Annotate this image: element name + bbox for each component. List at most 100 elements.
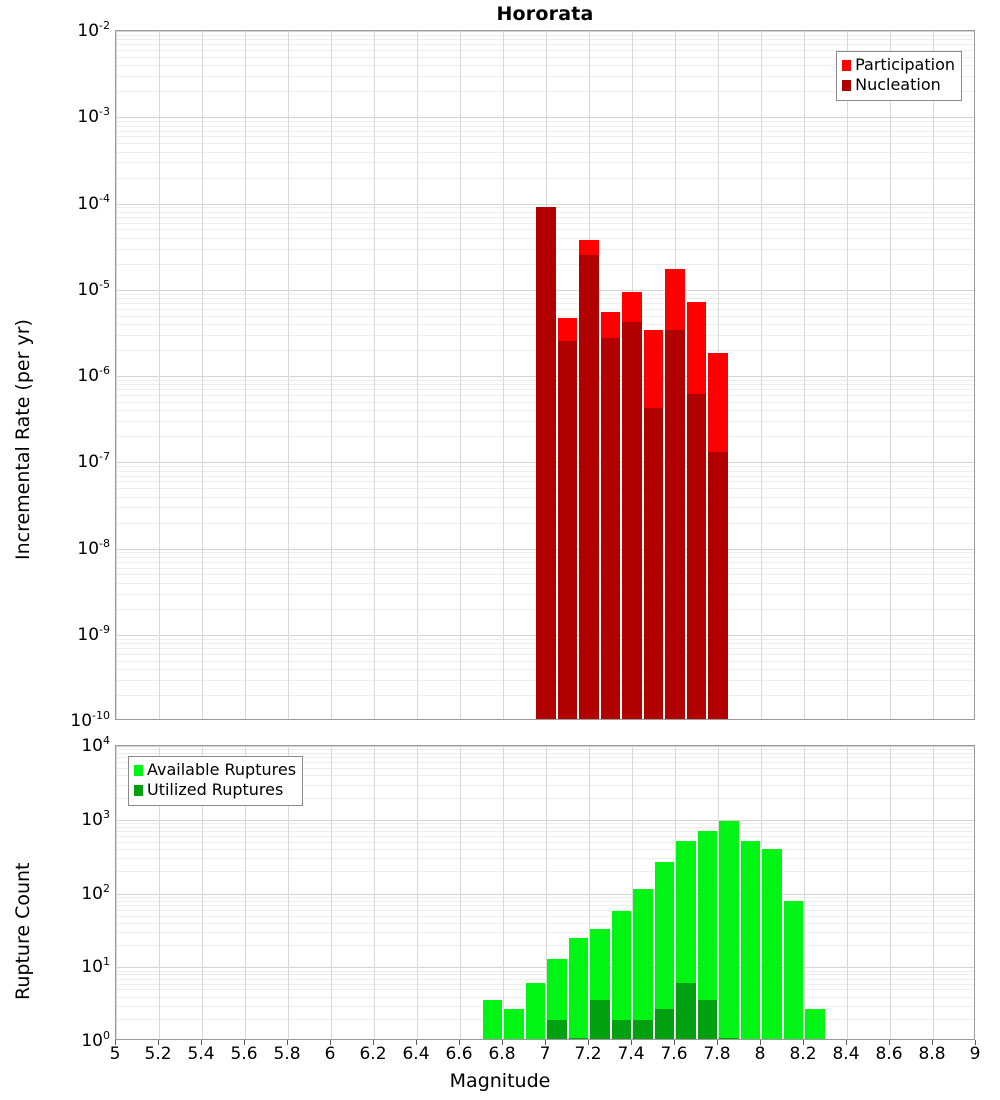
gridline-vertical xyxy=(632,746,633,1039)
gridline-minor xyxy=(116,978,974,980)
x-tick-label: 8.4 xyxy=(832,1044,860,1064)
legend-swatch-icon xyxy=(134,785,143,797)
gridline-major xyxy=(116,967,974,969)
gridline-minor xyxy=(116,836,974,838)
gridline-minor xyxy=(116,91,974,93)
gridline-vertical xyxy=(546,746,547,1039)
gridline-vertical xyxy=(589,746,590,1039)
count-plot-area xyxy=(116,746,974,1039)
gridline-major xyxy=(116,746,974,747)
gridline-minor xyxy=(116,841,974,843)
x-tick-label: 7.2 xyxy=(574,1044,602,1064)
x-tick-label: 6 xyxy=(324,1044,336,1064)
x-tick-label: 5.8 xyxy=(273,1044,301,1064)
x-tick-label: 8 xyxy=(754,1044,766,1064)
gridline-minor xyxy=(116,56,974,58)
legend-swatch-icon xyxy=(842,80,852,92)
nucleation-bar xyxy=(643,407,664,719)
available-ruptures-bar xyxy=(547,958,567,1039)
rate-plot-area xyxy=(116,31,974,719)
rate-y-axis-title: Incremental Rate (per yr) xyxy=(12,319,34,560)
rate-legend: Participation Nucleation xyxy=(836,51,962,101)
gridline-vertical xyxy=(460,31,461,719)
count-legend-entry: Utilized Ruptures xyxy=(134,780,296,800)
y-tick-label: 10-8 xyxy=(77,536,110,559)
gridline-vertical xyxy=(374,746,375,1039)
x-tick-mark xyxy=(244,1040,245,1045)
x-tick-label: 7.4 xyxy=(617,1044,645,1064)
gridline-vertical xyxy=(890,746,891,1039)
utilized-ruptures-bar xyxy=(633,1020,653,1039)
x-tick-label: 6.8 xyxy=(488,1044,516,1064)
available-ruptures-bar xyxy=(633,889,653,1039)
x-tick-mark xyxy=(115,1040,116,1045)
x-tick-mark xyxy=(889,1040,890,1045)
available-ruptures-bar xyxy=(654,862,674,1039)
gridline-vertical xyxy=(933,746,934,1039)
gridline-minor xyxy=(116,900,974,902)
gridline-minor xyxy=(116,44,974,46)
gridline-minor xyxy=(116,162,974,164)
x-tick-mark xyxy=(717,1040,718,1045)
gridline-vertical xyxy=(460,746,461,1039)
y-tick-label: 104 xyxy=(81,734,110,756)
y-tick-label: 102 xyxy=(81,881,110,904)
y-tick-label: 10-4 xyxy=(77,191,110,214)
y-tick-label: 101 xyxy=(81,955,110,978)
y-tick-label: 10-3 xyxy=(77,105,110,128)
gridline-vertical xyxy=(202,31,203,719)
gridline-vertical xyxy=(933,31,934,719)
gridline-vertical xyxy=(374,31,375,719)
legend-label: Nucleation xyxy=(855,75,941,95)
gridline-minor xyxy=(116,970,974,972)
rate-y-tick-labels: 10-2 10-3 10-4 10-5 10-6 10-7 10-8 10-9 10-10 xyxy=(48,19,110,731)
gridline-vertical xyxy=(503,746,504,1039)
x-tick-mark xyxy=(760,1040,761,1045)
gridline-minor xyxy=(116,784,974,786)
nucleation-bar xyxy=(708,452,728,719)
x-tick-mark xyxy=(373,1040,374,1045)
gridline-vertical xyxy=(331,746,332,1039)
nucleation-bar xyxy=(665,330,685,719)
gridline-major xyxy=(116,893,974,895)
x-tick-mark xyxy=(545,1040,546,1045)
x-tick-mark xyxy=(502,1040,503,1045)
gridline-minor xyxy=(116,136,974,138)
available-ruptures-bar xyxy=(525,982,545,1039)
gridline-minor xyxy=(116,945,974,947)
gridline-minor xyxy=(116,932,974,934)
x-tick-label: 6.6 xyxy=(445,1044,473,1064)
gridline-vertical xyxy=(675,746,676,1039)
gridline-major xyxy=(116,819,974,821)
gridline-minor xyxy=(116,974,974,976)
x-tick-mark xyxy=(459,1040,460,1045)
x-tick-label: 8.6 xyxy=(875,1044,903,1064)
y-tick-label: 10-2 xyxy=(77,19,110,41)
gridline-major xyxy=(116,203,974,205)
nucleation-bar xyxy=(557,340,578,719)
gridline-minor xyxy=(116,797,974,799)
gridline-minor xyxy=(116,983,974,985)
gridline-minor xyxy=(116,130,974,132)
x-tick-label: 5.2 xyxy=(144,1044,172,1064)
gridline-vertical xyxy=(417,746,418,1039)
gridline-vertical xyxy=(804,746,805,1039)
x-tick-mark xyxy=(803,1040,804,1045)
gridline-minor xyxy=(116,909,974,911)
gridline-vertical xyxy=(804,31,805,719)
gridline-minor xyxy=(116,121,974,123)
gridline-minor xyxy=(116,775,974,777)
gridline-minor xyxy=(116,65,974,67)
gridline-vertical xyxy=(847,746,848,1039)
gridline-minor xyxy=(116,50,974,52)
gridline-minor xyxy=(116,749,974,751)
gridline-minor xyxy=(116,858,974,860)
x-tick-mark xyxy=(287,1040,288,1045)
utilized-ruptures-bar xyxy=(611,1020,631,1039)
gridline-minor xyxy=(116,762,974,764)
gridline-minor xyxy=(116,34,974,36)
available-ruptures-bar xyxy=(611,910,631,1039)
legend-swatch-icon xyxy=(134,764,143,776)
gridline-vertical xyxy=(890,31,891,719)
